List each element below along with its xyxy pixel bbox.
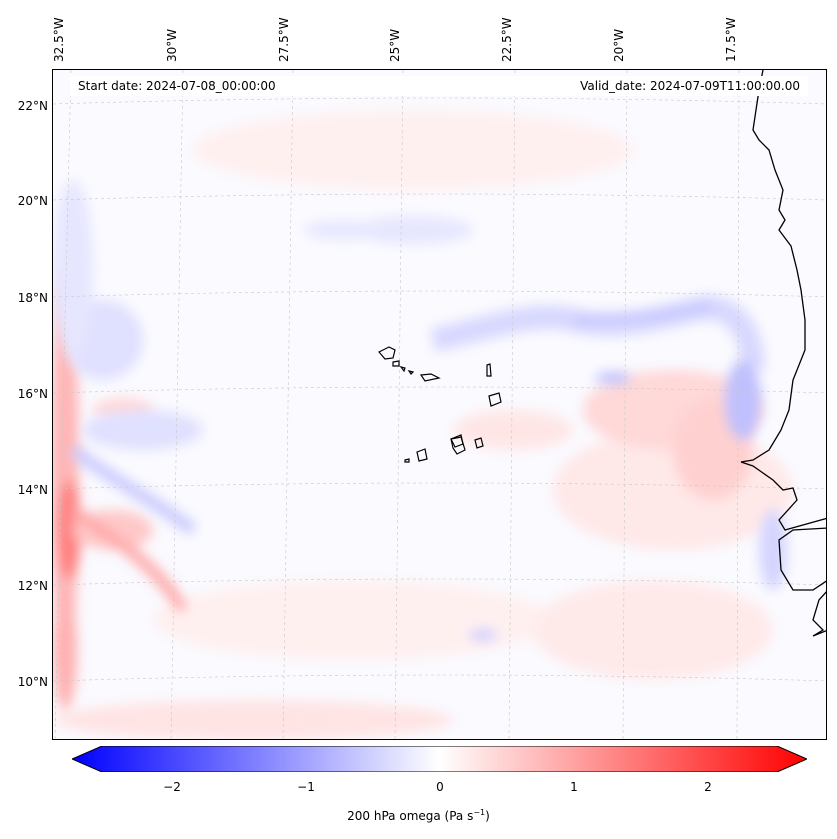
- colorbar-tick: 2: [704, 780, 712, 794]
- lon-label: 20°W: [612, 28, 626, 62]
- lat-label: 10°N: [17, 675, 48, 689]
- colorbar: [72, 746, 807, 772]
- lat-label: 18°N: [17, 291, 48, 305]
- colorbar-label: 200 hPa omega (Pa s−1): [0, 808, 837, 823]
- colorbar-label-exponent: −1: [473, 808, 486, 817]
- colorbar-tick: −2: [163, 780, 181, 794]
- lat-label: 22°N: [17, 99, 48, 113]
- lon-label: 32.5°W: [52, 17, 66, 62]
- lon-label: 27.5°W: [277, 17, 291, 62]
- lat-label: 14°N: [17, 483, 48, 497]
- colorbar-tick: −1: [297, 780, 315, 794]
- lat-label: 16°N: [17, 387, 48, 401]
- negative-omega-areas: [53, 180, 787, 641]
- lat-label: 12°N: [17, 579, 48, 593]
- omega-field-map: [53, 70, 826, 739]
- positive-omega-areas: [53, 110, 793, 739]
- start-date-label: Start date: 2024-07-08_00:00:00: [78, 79, 276, 93]
- valid-date-label: Valid_date: 2024-07-09T11:00:00.00: [580, 79, 800, 93]
- cape-verde-islands: [378, 346, 502, 463]
- lon-label: 17.5°W: [724, 17, 738, 62]
- africa-coastline: [740, 70, 826, 637]
- map-gridlines: [53, 70, 826, 739]
- colorbar-tick: 0: [436, 780, 444, 794]
- lon-label: 22.5°W: [500, 17, 514, 62]
- colorbar-gradient: [72, 746, 807, 772]
- date-info-bar: Start date: 2024-07-08_00:00:00 Valid_da…: [70, 76, 808, 96]
- lon-label: 25°W: [388, 28, 402, 62]
- lat-label: 20°N: [17, 194, 48, 208]
- lon-label: 30°W: [165, 28, 179, 62]
- map-panel[interactable]: [52, 69, 827, 740]
- colorbar-label-prefix: 200 hPa omega (Pa s: [347, 809, 474, 823]
- colorbar-tick: 1: [570, 780, 578, 794]
- colorbar-label-suffix: ): [485, 809, 490, 823]
